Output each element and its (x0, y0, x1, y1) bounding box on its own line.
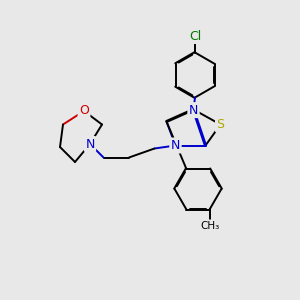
Text: CH₃: CH₃ (200, 221, 219, 231)
Text: N: N (85, 137, 95, 151)
Text: O: O (79, 104, 89, 118)
Text: N: N (189, 103, 198, 117)
Text: N: N (171, 139, 180, 152)
Text: Cl: Cl (189, 29, 201, 43)
Text: S: S (217, 118, 224, 131)
